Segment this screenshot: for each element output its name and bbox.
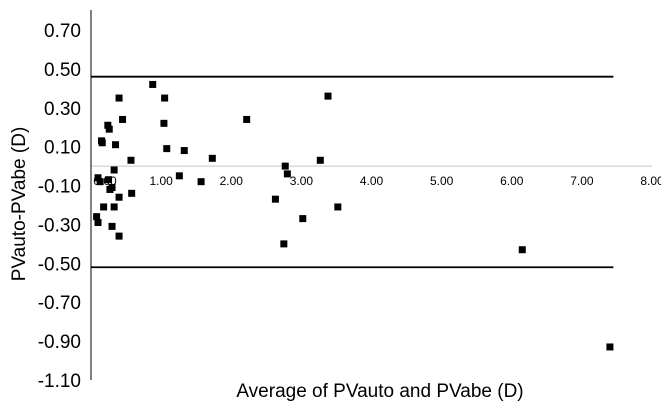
data-point <box>105 125 113 133</box>
y-axis-label: PVauto-PVabe (D) <box>9 127 30 282</box>
data-point <box>94 219 102 226</box>
data-point <box>149 80 157 88</box>
data-point <box>100 203 108 211</box>
data-point <box>334 203 342 211</box>
data-point <box>161 94 169 102</box>
data-points <box>93 80 614 351</box>
data-point <box>175 172 183 180</box>
data-point <box>119 115 127 123</box>
x-tick-label: 7.00 <box>570 174 594 188</box>
data-point <box>106 185 114 193</box>
data-point <box>112 141 120 149</box>
reference-lines <box>91 75 652 269</box>
data-point <box>110 203 118 211</box>
data-point <box>104 121 112 129</box>
data-point <box>283 170 291 178</box>
data-point <box>98 139 106 147</box>
data-point <box>115 232 123 240</box>
y-tick-label: 0.30 <box>44 99 81 120</box>
y-tick-label: -0.70 <box>38 293 81 314</box>
x-tick-label: 6.00 <box>500 174 524 188</box>
x-axis-label: Average of PVauto and PVabe (D) <box>236 381 523 402</box>
data-point <box>606 343 614 351</box>
data-point <box>127 156 135 164</box>
data-point <box>243 115 251 123</box>
data-point <box>108 222 116 230</box>
data-point <box>280 240 288 248</box>
data-point <box>197 178 205 186</box>
data-point <box>128 189 136 197</box>
data-point <box>160 119 168 127</box>
y-tick-label: -0.50 <box>38 254 81 275</box>
data-point <box>324 92 332 100</box>
data-point <box>93 213 101 221</box>
y-tick-label: 0.70 <box>44 21 81 42</box>
data-point <box>271 195 279 203</box>
x-tick-label: 2.00 <box>220 174 244 188</box>
x-tick-label: 3.00 <box>290 174 314 188</box>
x-tick-label: 8.00 <box>640 174 661 188</box>
x-tick-label: 5.00 <box>430 174 454 188</box>
data-point <box>208 154 216 162</box>
data-point <box>105 176 113 184</box>
data-point <box>518 246 526 254</box>
data-point <box>163 145 171 153</box>
data-point <box>299 215 307 223</box>
y-tick-label: 0.50 <box>44 60 81 81</box>
x-tick-label: 1.00 <box>149 174 173 188</box>
data-point <box>180 147 188 155</box>
y-tick-label: -0.30 <box>38 215 81 236</box>
x-tick-label: 4.00 <box>360 174 384 188</box>
data-point <box>96 178 104 186</box>
data-point <box>115 193 123 201</box>
data-point <box>115 94 123 102</box>
y-tick-label: -1.10 <box>38 371 81 392</box>
data-point <box>94 174 102 182</box>
data-point <box>110 166 118 174</box>
data-point <box>281 162 289 170</box>
y-axis-ticks: 0.70 0.50 0.30 0.10 -0.10 -0.30 -0.50 -0.70 -0.9… <box>38 21 81 392</box>
y-tick-label: -0.10 <box>38 177 81 198</box>
y-tick-label: -0.90 <box>38 332 81 353</box>
y-tick-label: 0.10 <box>44 138 81 159</box>
data-point <box>316 156 324 164</box>
